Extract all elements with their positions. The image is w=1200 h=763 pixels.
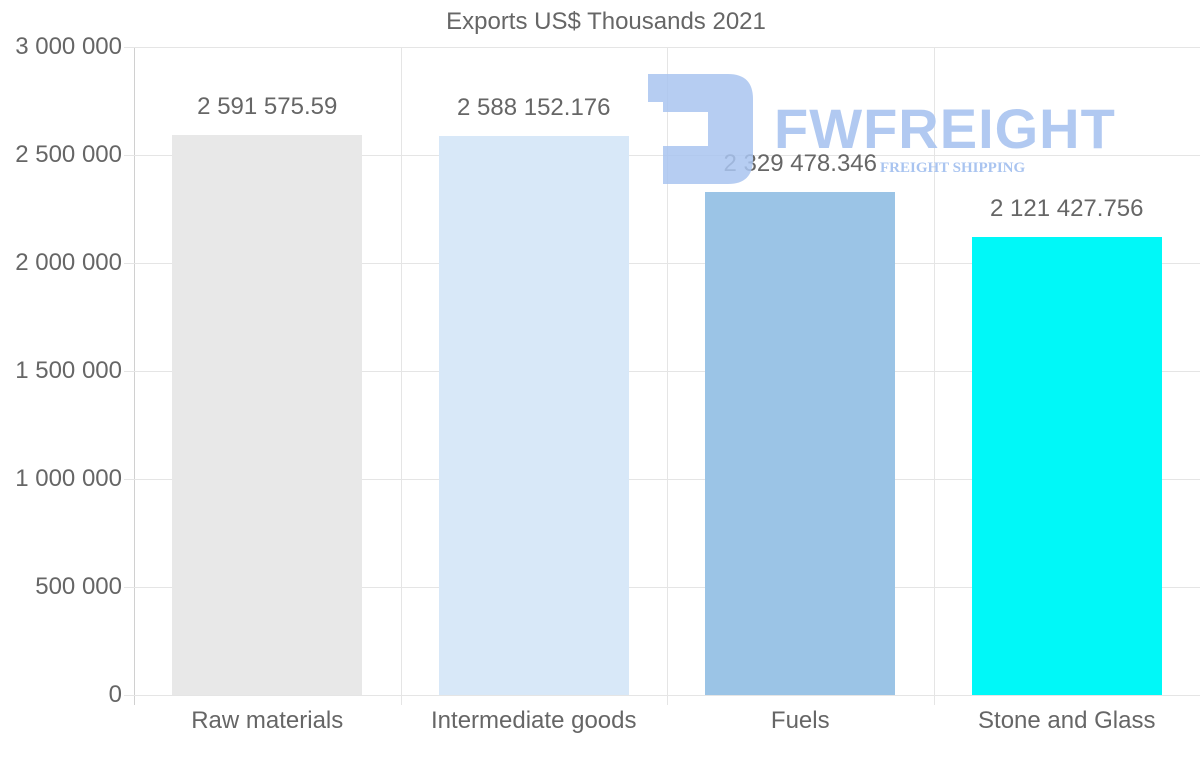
bar-value-label: 2 588 152.176 (457, 93, 611, 121)
x-tick-label: Raw materials (191, 707, 344, 734)
h-gridline (124, 587, 1200, 588)
h-gridline (124, 263, 1200, 264)
x-tick-label: Stone and Glass (978, 707, 1156, 734)
h-gridline (124, 47, 1200, 48)
bar-stone-and-glass[interactable] (971, 236, 1162, 695)
v-gridline (400, 47, 402, 705)
y-tick-label: 500 000 (35, 573, 122, 600)
bar-value-label: 2 121 427.756 (990, 194, 1144, 222)
h-gridline (124, 371, 1200, 372)
h-gridline (124, 479, 1200, 480)
v-gridline (667, 47, 668, 705)
x-tick-label: Intermediate goods (431, 707, 637, 734)
chart-title: Exports US$ Thousands 2021 (446, 8, 766, 35)
v-gridline (933, 47, 935, 705)
y-tick-label: 1 500 000 (15, 357, 122, 384)
x-tick-label: Fuels (770, 707, 830, 734)
y-axis-line (134, 47, 135, 705)
bar-intermediate-goods[interactable] (438, 135, 629, 695)
bar-value-label: 2 591 575.59 (197, 93, 338, 121)
bar-value-label: 2 329 478.346 (723, 149, 877, 177)
y-tick-label: 2 000 000 (15, 249, 122, 276)
bar-raw-materials[interactable] (172, 135, 363, 695)
h-gridline (124, 695, 1200, 696)
y-tick-label: 2 500 000 (15, 141, 122, 168)
y-tick-label: 3 000 000 (15, 33, 122, 60)
bar-fuels[interactable] (705, 191, 896, 695)
y-tick-label: 1 000 000 (15, 465, 122, 492)
plot-area: 3 000 000 2 500 000 2 000 000 1 500 000 1 00… (15, 33, 1200, 734)
y-tick-label: 0 (108, 681, 122, 708)
